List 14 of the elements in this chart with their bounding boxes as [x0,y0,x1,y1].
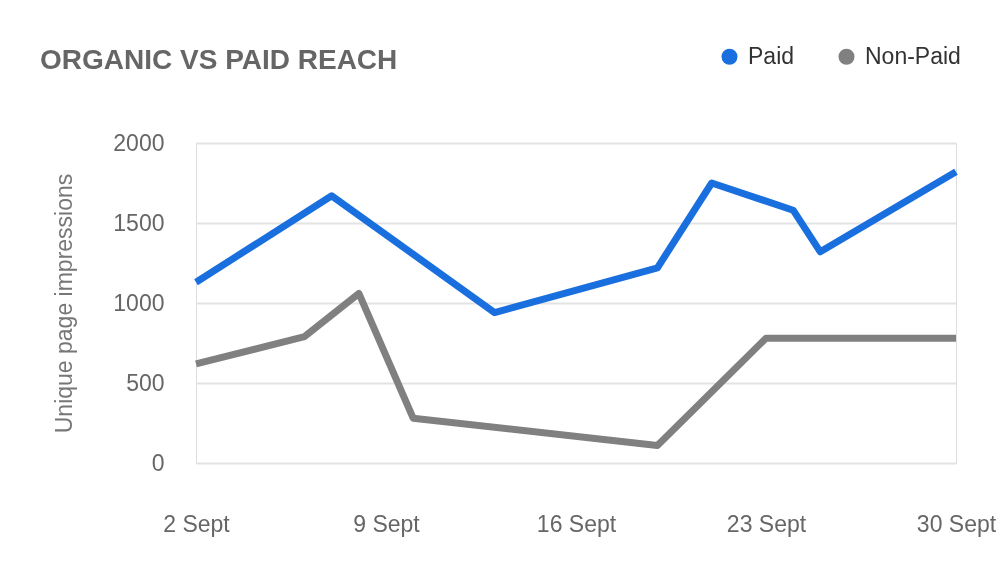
y-axis-title: Unique page impressions [51,173,78,434]
x-tick-label: 9 Sept [353,510,421,537]
y-tick-label: 2000 [113,129,165,156]
y-tick-label: 500 [126,369,165,396]
x-tick-label: 16 Sept [536,510,617,537]
y-tick-label: 1500 [113,209,165,236]
x-tick-label: 23 Sept [726,510,807,537]
x-tick-label: 2 Sept [163,510,231,537]
legend-label: Paid [748,42,795,69]
y-tick-label: 0 [151,449,165,476]
x-tick-label: 30 Sept [916,510,997,537]
legend-label: Non-Paid [865,42,961,69]
y-tick-label: 1000 [113,289,165,316]
chart-title: ORGANIC VS PAID REACH [40,44,398,75]
